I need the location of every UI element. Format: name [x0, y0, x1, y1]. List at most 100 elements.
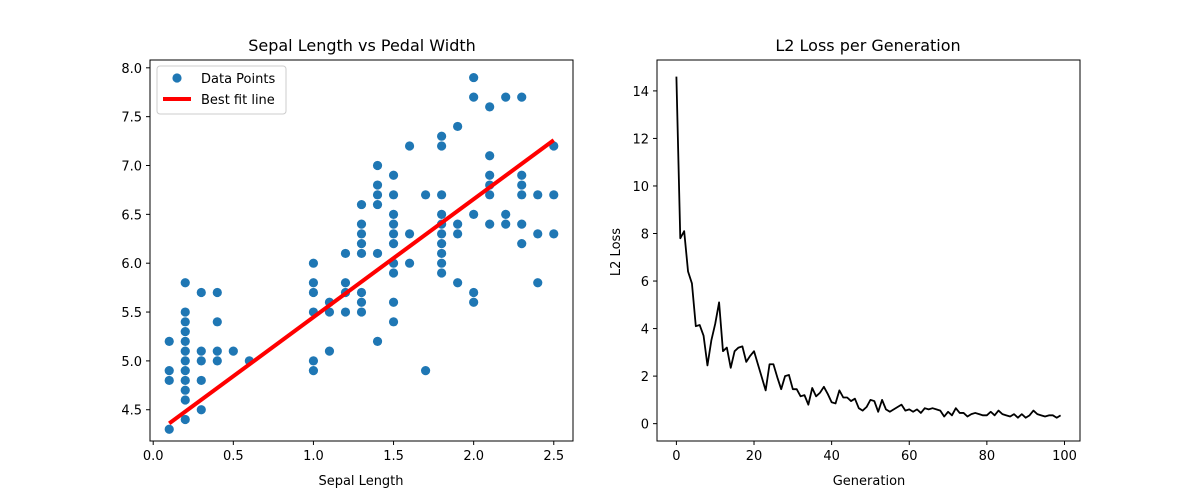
best-fit-line [168, 138, 555, 426]
data-point [549, 229, 559, 239]
scatter-y-tick-label: 6.5 [121, 208, 142, 223]
data-point [212, 356, 222, 366]
data-point [453, 121, 463, 132]
data-point [356, 297, 367, 307]
data-point [372, 336, 383, 346]
data-point [388, 219, 399, 229]
scatter-x-axis-ticks: 0.0 0.5 1.0 1.5 2.0 2.5 [143, 441, 564, 464]
data-point [196, 346, 206, 356]
loss-chart-title: L2 Loss per Generation [775, 36, 960, 55]
data-point [372, 160, 383, 171]
loss-y-axis-label: L2 Loss [609, 228, 624, 276]
scatter-x-tick-label: 2.0 [463, 449, 484, 464]
data-point [212, 317, 222, 327]
data-point [501, 209, 511, 219]
data-point [180, 336, 190, 346]
data-point [517, 239, 527, 249]
data-point [517, 190, 527, 200]
data-point [533, 190, 543, 200]
data-point [388, 190, 399, 200]
data-point [388, 297, 399, 307]
scatter-y-axis-ticks: 4.5 5.0 5.5 6.0 6.5 7.0 7.5 8.0 [121, 62, 150, 419]
data-point [180, 317, 190, 327]
data-point [485, 190, 495, 200]
scatter-x-tick-label: 0.5 [223, 449, 244, 464]
loss-y-tick-label: 0 [641, 418, 649, 433]
scatter-chart: Sepal Length vs Pedal Width 0.0 0.5 1.0 1.5… [121, 36, 574, 489]
scatter-y-tick-label: 6.0 [121, 257, 142, 272]
data-point [180, 278, 190, 288]
scatter-y-tick-label: 7.0 [121, 160, 142, 175]
data-point [533, 278, 543, 288]
scatter-x-axis-label: Sepal Length [318, 474, 403, 489]
data-point [212, 346, 222, 356]
data-point [453, 219, 463, 229]
data-point [437, 239, 447, 249]
data-point [453, 229, 463, 239]
data-point [437, 141, 447, 151]
loss-curve [675, 76, 1062, 419]
data-point [212, 287, 222, 298]
scatter-x-tick-label: 1.0 [303, 449, 324, 464]
scatter-x-tick-label: 1.5 [383, 449, 404, 464]
loss-x-tick-label: 20 [746, 449, 763, 464]
data-point [549, 190, 559, 200]
data-point [308, 278, 319, 288]
data-point [180, 375, 190, 386]
loss-y-tick-label: 12 [632, 132, 649, 147]
data-point [388, 170, 399, 180]
data-point [372, 190, 383, 200]
loss-y-tick-label: 10 [632, 180, 649, 195]
data-point [469, 209, 479, 219]
loss-chart: L2 Loss per Generation 0 20 40 60 80 100 0 2 4 6… [609, 36, 1081, 489]
data-point [308, 287, 319, 298]
data-point [180, 414, 190, 425]
data-point [164, 424, 174, 434]
data-point [356, 199, 367, 210]
data-point [469, 287, 479, 298]
data-point [453, 278, 463, 288]
data-point [437, 229, 447, 239]
data-point [180, 326, 190, 337]
scatter-plot-frame [149, 59, 574, 442]
data-point [356, 307, 367, 317]
loss-x-axis-label: Generation [833, 474, 906, 489]
scatter-y-tick-label: 5.5 [121, 306, 142, 321]
data-point [485, 102, 495, 112]
loss-y-tick-label: 14 [632, 85, 649, 100]
loss-x-tick-label: 100 [1052, 449, 1077, 464]
scatter-y-tick-label: 4.5 [121, 404, 142, 419]
data-point [485, 219, 495, 229]
data-point [180, 366, 190, 376]
data-point [501, 219, 511, 229]
scatter-y-tick-label: 8.0 [121, 62, 142, 77]
data-point [356, 248, 367, 259]
data-point [180, 356, 190, 366]
scatter-x-tick-label: 2.5 [543, 449, 564, 464]
data-point [308, 258, 319, 268]
loss-y-tick-label: 2 [641, 370, 649, 385]
data-point [164, 366, 174, 376]
data-point [196, 356, 206, 366]
data-point [180, 346, 190, 356]
data-point [404, 258, 415, 268]
data-point [388, 229, 399, 239]
data-point [340, 278, 351, 288]
loss-y-tick-label: 6 [641, 275, 649, 290]
data-point [308, 366, 319, 376]
data-point [517, 180, 527, 190]
loss-plot-frame [656, 59, 1081, 442]
data-point [485, 170, 495, 180]
loss-y-tick-label: 4 [641, 323, 649, 338]
loss-y-tick-label: 8 [641, 228, 649, 243]
scatter-legend: Data Points Best fit line [156, 65, 287, 115]
data-point [228, 346, 238, 356]
data-point [437, 190, 447, 200]
data-point [356, 239, 367, 249]
scatter-x-tick-label: 0.0 [143, 449, 164, 464]
scatter-y-tick-label: 5.0 [121, 355, 142, 370]
legend-box [156, 65, 287, 115]
data-point [180, 307, 190, 317]
data-point [340, 307, 351, 317]
